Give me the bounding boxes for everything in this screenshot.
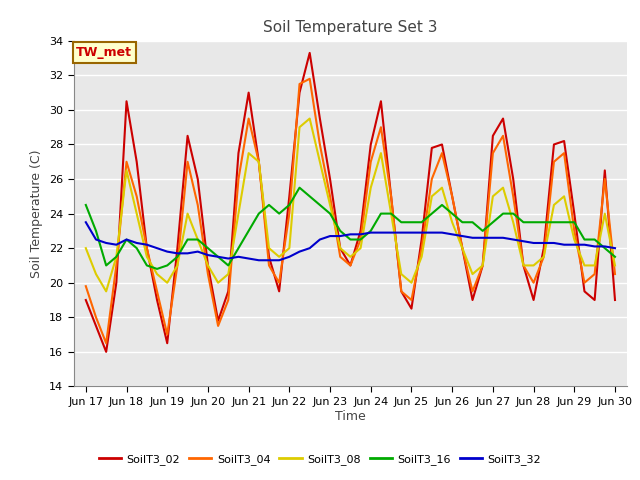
Title: Soil Temperature Set 3: Soil Temperature Set 3 — [263, 21, 438, 36]
Y-axis label: Soil Temperature (C): Soil Temperature (C) — [30, 149, 44, 278]
Text: TW_met: TW_met — [76, 46, 132, 59]
Legend: SoilT3_02, SoilT3_04, SoilT3_08, SoilT3_16, SoilT3_32: SoilT3_02, SoilT3_04, SoilT3_08, SoilT3_… — [94, 450, 546, 469]
X-axis label: Time: Time — [335, 409, 366, 422]
